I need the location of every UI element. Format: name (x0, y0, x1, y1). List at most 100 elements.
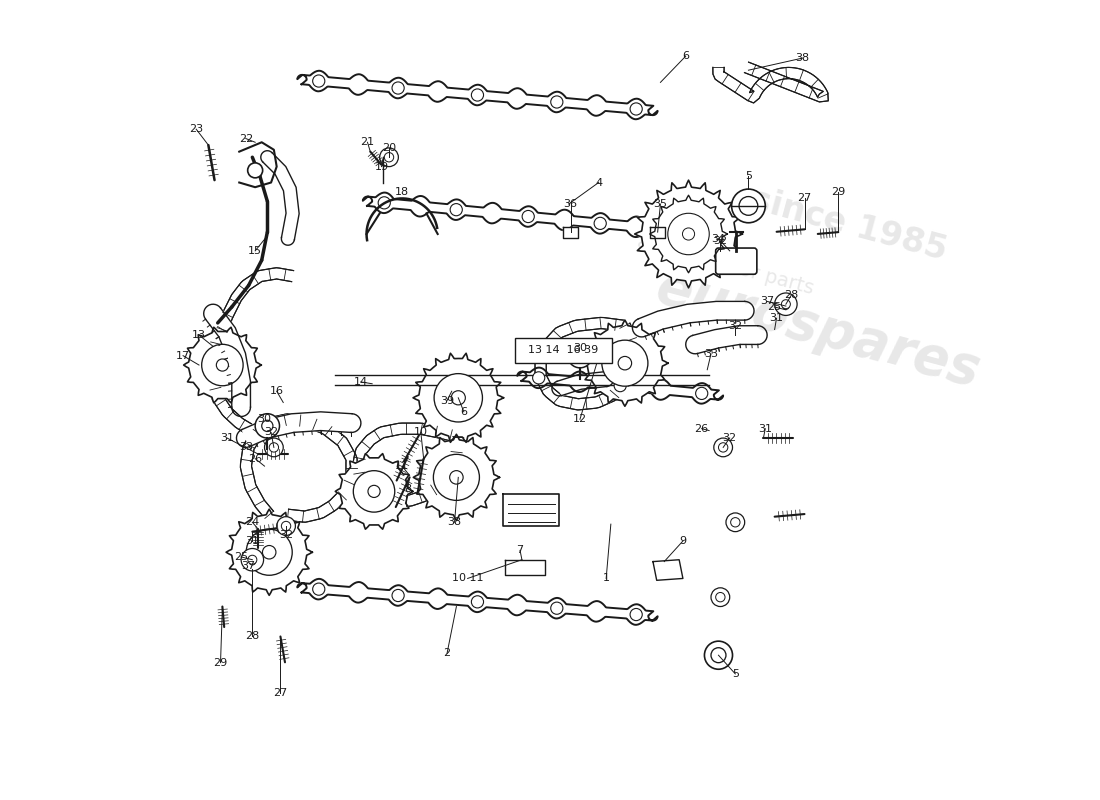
Text: 21: 21 (361, 138, 374, 147)
Polygon shape (217, 268, 294, 331)
Text: 33: 33 (704, 349, 718, 359)
Text: 27: 27 (798, 194, 812, 203)
Polygon shape (353, 423, 464, 506)
Text: 18: 18 (395, 187, 409, 197)
Polygon shape (635, 180, 742, 288)
Polygon shape (503, 494, 560, 526)
Text: 6: 6 (682, 51, 690, 61)
Circle shape (594, 218, 606, 230)
Text: 14: 14 (354, 377, 368, 387)
Text: 17: 17 (176, 350, 190, 361)
Text: 12: 12 (573, 414, 587, 424)
Text: 34: 34 (712, 234, 726, 244)
Text: 6: 6 (461, 407, 468, 417)
Circle shape (277, 517, 296, 535)
Text: 38: 38 (448, 518, 462, 527)
Circle shape (783, 306, 788, 310)
Text: 31: 31 (770, 314, 783, 323)
Circle shape (574, 350, 585, 362)
Polygon shape (241, 414, 358, 522)
Circle shape (739, 197, 758, 215)
Circle shape (312, 75, 324, 87)
Circle shape (718, 442, 728, 452)
Polygon shape (206, 308, 251, 407)
Circle shape (248, 163, 263, 178)
Polygon shape (653, 560, 683, 580)
Polygon shape (414, 354, 504, 442)
Text: 25: 25 (234, 552, 249, 562)
Circle shape (246, 558, 258, 569)
Polygon shape (263, 153, 299, 240)
Text: 37: 37 (242, 562, 255, 571)
Circle shape (379, 148, 398, 166)
Circle shape (246, 530, 293, 575)
Text: 32: 32 (723, 433, 737, 443)
Circle shape (660, 206, 717, 262)
Circle shape (568, 343, 592, 368)
Polygon shape (297, 70, 658, 119)
Circle shape (201, 344, 243, 386)
Circle shape (434, 374, 483, 422)
Polygon shape (650, 195, 727, 273)
Polygon shape (650, 226, 666, 238)
Circle shape (716, 593, 725, 602)
Text: 2: 2 (443, 648, 451, 658)
Circle shape (392, 590, 404, 602)
Text: 19: 19 (374, 162, 388, 172)
Polygon shape (336, 454, 412, 529)
Circle shape (778, 298, 794, 314)
Text: 22: 22 (239, 134, 253, 143)
Text: 13: 13 (192, 330, 206, 340)
Polygon shape (535, 318, 640, 410)
Text: 5: 5 (732, 669, 739, 679)
Polygon shape (239, 142, 277, 187)
Circle shape (217, 359, 229, 371)
Polygon shape (693, 326, 758, 354)
Polygon shape (713, 62, 828, 103)
Polygon shape (557, 372, 607, 395)
Text: eurospares: eurospares (650, 262, 986, 398)
Text: a passion for parts: a passion for parts (635, 233, 815, 298)
Circle shape (780, 302, 792, 314)
Text: 35: 35 (653, 199, 668, 209)
Text: 32: 32 (713, 237, 727, 246)
Text: 9: 9 (680, 536, 686, 546)
Circle shape (782, 302, 789, 310)
Text: 10 11: 10 11 (452, 574, 483, 583)
Circle shape (630, 609, 642, 621)
Text: 16: 16 (270, 386, 284, 396)
FancyBboxPatch shape (515, 338, 612, 362)
Circle shape (602, 340, 648, 386)
Circle shape (711, 648, 726, 662)
Circle shape (726, 513, 745, 532)
Circle shape (630, 103, 642, 115)
Text: 24: 24 (245, 518, 260, 527)
Circle shape (614, 379, 626, 392)
Circle shape (250, 562, 254, 566)
Circle shape (551, 96, 563, 108)
Circle shape (472, 596, 484, 608)
Text: 23: 23 (189, 124, 204, 134)
Text: 10: 10 (414, 427, 428, 438)
Circle shape (732, 189, 766, 222)
Text: 32: 32 (279, 530, 293, 540)
Circle shape (263, 546, 276, 559)
Polygon shape (414, 434, 499, 521)
Polygon shape (505, 560, 546, 574)
Circle shape (312, 583, 324, 595)
Circle shape (282, 522, 290, 530)
Text: 30: 30 (573, 343, 587, 353)
Polygon shape (517, 367, 723, 404)
Text: 31: 31 (220, 433, 234, 443)
Text: 27: 27 (273, 688, 287, 698)
Text: since 1985: since 1985 (747, 182, 950, 266)
Circle shape (450, 203, 462, 216)
Text: 39: 39 (440, 396, 454, 406)
Circle shape (249, 558, 255, 565)
Circle shape (244, 553, 261, 570)
Text: 7: 7 (517, 546, 524, 555)
Text: 8: 8 (404, 483, 411, 494)
Circle shape (618, 357, 631, 370)
Polygon shape (242, 412, 352, 446)
Text: 11: 11 (395, 461, 409, 471)
